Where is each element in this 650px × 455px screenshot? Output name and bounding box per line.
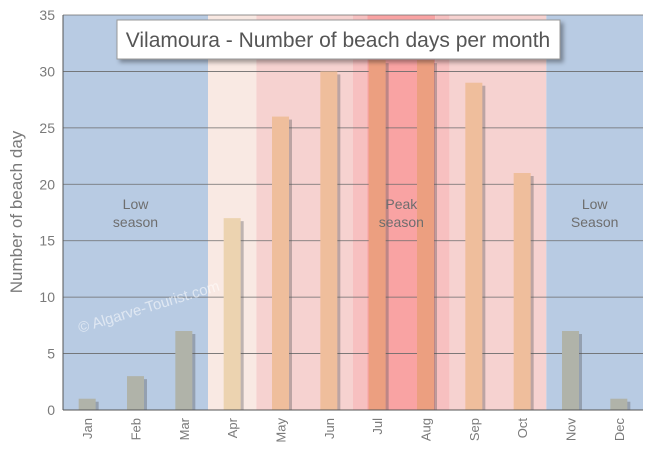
x-tick-Aug: Aug — [419, 418, 434, 441]
bar-Jan — [78, 398, 96, 410]
bar-Dec — [610, 398, 628, 410]
season-bands — [63, 15, 643, 410]
season-label-7-line-1: Season — [571, 214, 618, 230]
y-tick-labels: 0 5 10 15 20 25 30 35 — [39, 7, 55, 418]
bar-Feb — [127, 376, 144, 410]
x-tick-Jan: Jan — [80, 418, 95, 439]
bar-Oct — [513, 173, 531, 410]
y-tick-20: 20 — [39, 176, 55, 192]
season-band-7 — [546, 15, 643, 410]
season-labels: Low season Peak season Low Season — [113, 196, 618, 230]
bar-May — [272, 116, 289, 411]
x-tick-Oct: Oct — [515, 418, 530, 439]
y-tick-10: 10 — [39, 289, 55, 305]
season-label-0-line-0: Low — [123, 196, 150, 212]
x-tick-May: May — [274, 418, 289, 443]
axes — [62, 15, 643, 411]
chart-title: Vilamoura - Number of beach days per mon… — [126, 29, 551, 52]
x-tick-Apr: Apr — [225, 417, 240, 438]
chart-title-box: Vilamoura - Number of beach days per mon… — [116, 19, 561, 60]
bar-Aug — [417, 60, 434, 411]
x-tick-Jul: Jul — [370, 418, 385, 435]
season-label-0-line-1: season — [113, 214, 158, 230]
x-tick-Sep: Sep — [467, 418, 482, 441]
bar-Jul — [368, 60, 386, 411]
x-tick-labels: Jan Feb Mar Apr May Jun Jul Aug Sep Oct Nov Dec — [80, 417, 627, 442]
season-label-4-line-1: season — [379, 214, 424, 230]
x-tick-Feb: Feb — [129, 418, 144, 440]
bar-Mar — [175, 331, 193, 410]
y-tick-5: 5 — [47, 346, 55, 362]
season-band-3 — [353, 15, 368, 410]
x-tick-Jun: Jun — [322, 418, 337, 439]
y-tick-30: 30 — [39, 63, 55, 79]
grid-lines — [63, 14, 643, 354]
season-band-5 — [435, 15, 450, 410]
y-tick-0: 0 — [47, 402, 55, 418]
y-axis-label: Number of beach day — [7, 130, 26, 293]
y-tick-25: 25 — [39, 120, 55, 136]
x-tick-Mar: Mar — [177, 417, 192, 440]
bar-Jun — [320, 71, 338, 410]
bar-Sep — [465, 82, 483, 410]
bar-Apr — [223, 218, 241, 410]
y-tick-35: 35 — [39, 7, 55, 23]
bar-Nov — [562, 331, 579, 410]
x-tick-Nov: Nov — [564, 418, 579, 442]
y-tick-15: 15 — [39, 233, 55, 249]
bars — [78, 60, 631, 411]
season-label-4-line-0: Peak — [385, 196, 418, 212]
season-label-7-line-0: Low — [582, 196, 609, 212]
x-tick-Dec: Dec — [612, 418, 627, 442]
